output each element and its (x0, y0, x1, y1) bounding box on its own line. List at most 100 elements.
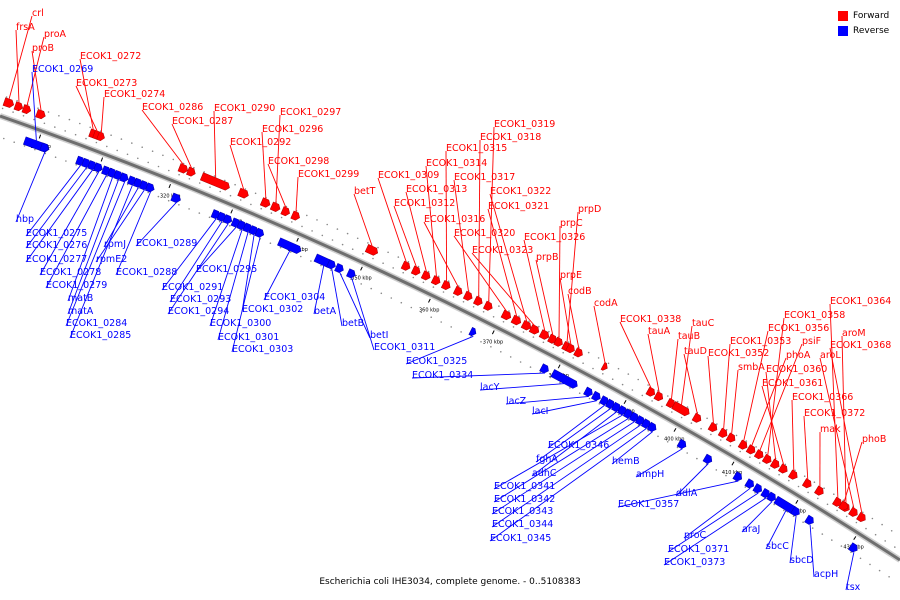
grid-dot (783, 509, 785, 512)
gene-label: ECOK1_0341 (494, 481, 555, 492)
grid-dot (16, 100, 18, 102)
grid-dot (422, 281, 425, 284)
gene-leader-line (169, 220, 223, 303)
grid-dot (380, 292, 383, 295)
grid-dot (729, 444, 732, 447)
grid-dot (509, 356, 512, 358)
gene-glyph (550, 369, 578, 389)
gene-glyph (170, 192, 181, 203)
gene-body (547, 333, 557, 344)
gene-leader-line (767, 317, 785, 456)
gene-glyph (440, 280, 451, 291)
gene-body (671, 401, 690, 417)
grid-dot (803, 475, 806, 478)
grid-dot (47, 111, 50, 113)
gene-label: tauB (678, 331, 700, 342)
gene-glyph (186, 166, 196, 177)
gene-glyph (237, 187, 249, 199)
gene-label: ECOK1_0372 (804, 408, 865, 419)
grid-dot (96, 171, 98, 174)
gene-body (144, 182, 155, 193)
gene-body (761, 453, 772, 464)
gene-body (199, 172, 230, 191)
grid-dot (840, 545, 843, 547)
grid-dot (855, 521, 858, 524)
gene-label: rpmJ (104, 239, 126, 250)
gene-glyph (528, 324, 540, 335)
gene-label: smbA (738, 362, 765, 373)
gene-glyph (622, 408, 633, 419)
grid-dot (249, 233, 251, 236)
gene-glyph (177, 163, 189, 174)
grid-dot (289, 251, 292, 253)
gene-body (814, 485, 824, 496)
gene-leader-line (15, 151, 46, 223)
grid-dot (519, 361, 522, 363)
gene-body (538, 329, 550, 340)
gene-glyph (473, 295, 483, 306)
grid-dot (362, 253, 364, 255)
legend: Forward Reverse (838, 8, 889, 38)
gene-leader-line (683, 487, 751, 539)
grid-dot (306, 214, 308, 217)
grid-dot (842, 499, 845, 502)
grid-dot (765, 451, 767, 454)
gene-label: ECOK1_0269 (32, 64, 93, 75)
grid-dot (22, 115, 25, 117)
axis-tick-label: 330 kbp (222, 219, 242, 225)
gene-label: adhC (532, 468, 557, 479)
gene-body (600, 362, 608, 371)
grid-dot (661, 405, 663, 408)
grid-dot (528, 320, 530, 323)
gene-glyph (732, 471, 743, 482)
gene-glyph (707, 421, 718, 433)
grid-dot (54, 126, 56, 128)
forward-swatch (838, 10, 848, 21)
gene-leader-line (115, 191, 151, 276)
grid-dot (715, 469, 718, 471)
gene-glyph (801, 478, 812, 489)
gene-body (520, 319, 532, 331)
gene-label: ECOK1_0325 (406, 356, 467, 367)
grid-dot (667, 395, 669, 397)
gene-glyph (599, 395, 609, 406)
gene-label: sbcC (766, 541, 789, 552)
gene-leader-line (675, 463, 709, 497)
gene-label: ECOK1_0323 (472, 245, 533, 256)
grid-dot (106, 145, 108, 148)
gene-leader-line (213, 110, 217, 179)
grid-dot (208, 216, 211, 219)
gene-label: ECOK1_0357 (618, 499, 679, 510)
gene-leader-line (75, 85, 98, 132)
grid-dot (43, 122, 46, 125)
grid-dot (490, 346, 492, 348)
axis-tick (731, 461, 735, 466)
grid-dot (400, 301, 403, 304)
legend-forward: Forward (838, 8, 889, 23)
grid-dot (440, 321, 443, 323)
gene-body (550, 369, 578, 389)
grid-dot (878, 569, 881, 572)
grid-dot (351, 248, 354, 250)
axis-tick (623, 399, 627, 404)
gene-label: ECOK1_0344 (492, 519, 553, 530)
gene-body (119, 172, 129, 183)
gene-glyph (420, 270, 431, 281)
grid-dot (254, 192, 257, 195)
grid-dot (89, 126, 91, 129)
gene-glyph (752, 483, 762, 494)
grid-dot (250, 203, 252, 206)
grid-dot (12, 111, 14, 113)
gene-leader-line (663, 497, 767, 566)
gene-label: matB (68, 293, 93, 304)
grid-dot (739, 450, 741, 453)
grid-dot (631, 389, 634, 391)
grid-dot (218, 220, 221, 223)
gene-glyph (777, 463, 788, 474)
gene-glyph (280, 206, 290, 217)
legend-reverse: Reverse (838, 23, 889, 38)
gene-body (553, 336, 563, 347)
gene-label: crl (32, 8, 44, 19)
gene-glyph (838, 500, 848, 511)
grid-dot (548, 330, 550, 333)
